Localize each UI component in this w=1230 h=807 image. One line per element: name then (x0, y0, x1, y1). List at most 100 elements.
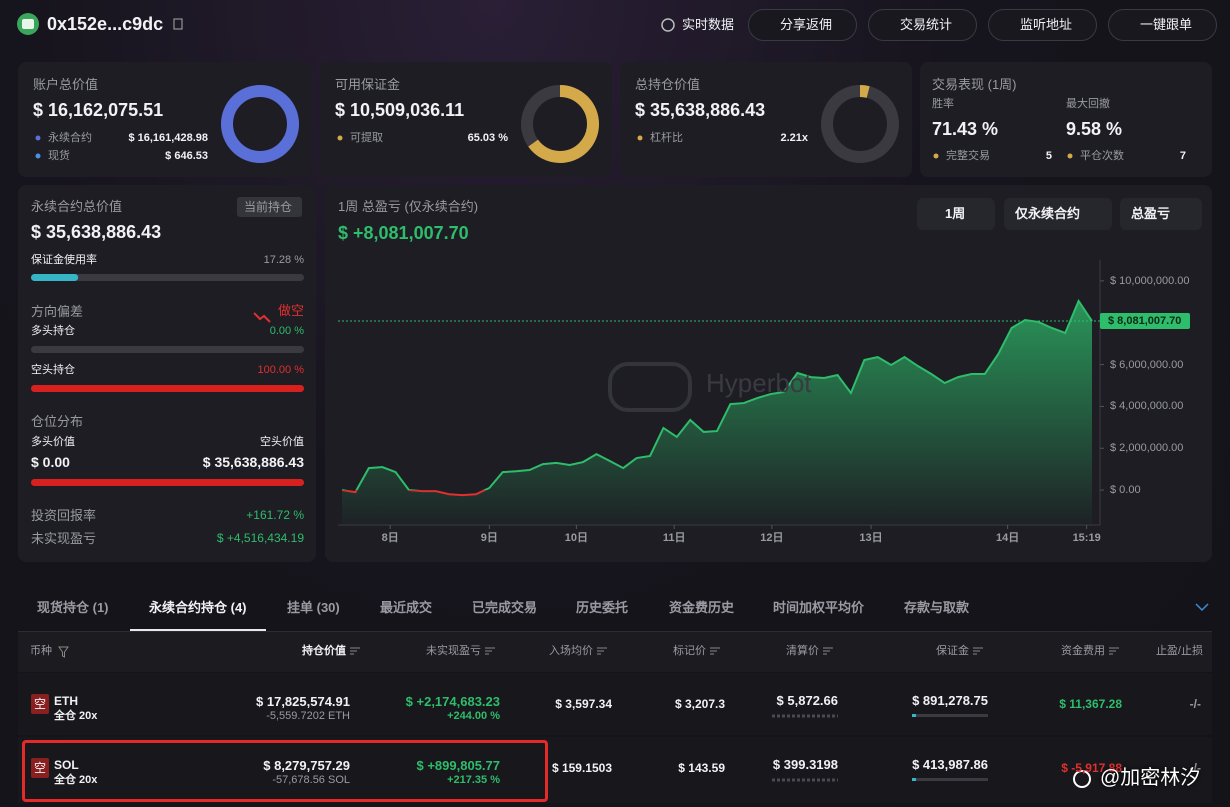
count-value: 7 (1179, 150, 1186, 162)
tab[interactable]: 最近成交 (380, 600, 433, 615)
column-header[interactable]: 入场均价 (549, 645, 593, 657)
perp-panel (18, 185, 316, 562)
column-header[interactable]: 标记价 (673, 645, 706, 657)
bar-label: 空头持仓 (31, 364, 75, 376)
dropdown-label[interactable]: 1周 (945, 206, 966, 221)
panel-value: $ 35,638,886.43 (31, 222, 162, 242)
current-label: $ 8,081,007.70 (1108, 315, 1182, 328)
watermark: Hyperbot (706, 368, 812, 398)
bar-value: 100.00 % (257, 364, 304, 376)
button-label[interactable]: 监听地址 (1020, 17, 1073, 32)
tab[interactable]: 挂单 (30) (287, 600, 340, 615)
panel-title: 永续合约总价值 (31, 199, 123, 214)
tpsl: -/- (1189, 697, 1201, 711)
expand-icon[interactable] (1195, 603, 1209, 612)
dropdown[interactable] (917, 198, 995, 230)
button-label[interactable]: 分享返佣 (780, 17, 833, 32)
button-label[interactable]: 交易统计 (900, 17, 953, 32)
stat-label: 胜率 (932, 98, 954, 110)
tab[interactable]: 资金费历史 (669, 600, 735, 615)
current-badge (1100, 313, 1190, 330)
column-header[interactable]: 未实现盈亏 (426, 645, 481, 657)
stat-value: 9.58 % (1066, 119, 1123, 139)
y-tick-label: $ 0.00 (1110, 484, 1141, 497)
side-badge (31, 758, 49, 778)
line-negative (341, 490, 488, 497)
down-icon (253, 312, 271, 323)
tab[interactable]: 历史委托 (576, 600, 629, 615)
dist-value: $ 35,638,886.43 (202, 454, 304, 470)
filter-icon (58, 646, 69, 658)
card-title: 账户总价值 (33, 77, 99, 92)
mode: 全仓 20x (54, 774, 98, 786)
count-label: 平仓次数 (1080, 150, 1124, 162)
margin-track (912, 778, 988, 781)
button[interactable] (868, 9, 977, 41)
column-header[interactable]: 保证金 (936, 645, 969, 657)
badge-label: 当前持仓 (244, 200, 293, 214)
button[interactable] (748, 9, 857, 41)
chart-value: $ +8,081,007.70 (338, 223, 469, 243)
pnl-label: 未实现盈亏 (31, 531, 97, 546)
donut-segment (821, 85, 899, 163)
column-header[interactable]: 止盈/止损 (1155, 645, 1203, 657)
margin: $ 891,278.75 (912, 693, 988, 708)
card (920, 62, 1212, 177)
unrealized-pnl: $ +899,805.77 (416, 758, 501, 773)
copy-icon[interactable] (173, 18, 183, 30)
bar-label: 多头持仓 (31, 325, 75, 337)
table-row (18, 737, 1212, 803)
tab[interactable]: 永续合约持仓 (4) (149, 600, 247, 615)
roi-value: +161.72 % (246, 508, 304, 522)
button[interactable] (988, 9, 1097, 41)
bar-value: 17.28 % (263, 254, 304, 266)
funding: $ 11,367.28 (1059, 697, 1122, 711)
legend-dot (933, 153, 939, 159)
dropdown-label[interactable]: 仅永续合约 (1015, 206, 1081, 221)
card-value: $ 35,638,886.43 (635, 100, 766, 120)
button-label[interactable]: 一键跟单 (1140, 17, 1193, 32)
x-tick-label: 11日 (662, 532, 686, 544)
tab[interactable]: 现货持仓 (1) (37, 600, 109, 615)
coin: SOL (54, 758, 79, 772)
legend-value: $ 646.53 (165, 150, 208, 162)
unrealized-pnl: $ +2,174,683.23 (405, 694, 500, 709)
column-header[interactable]: 持仓价值 (302, 645, 346, 657)
coin: ETH (54, 694, 78, 708)
column-header[interactable]: 币种 (30, 645, 52, 657)
button[interactable] (1108, 9, 1217, 41)
tab[interactable]: 已完成交易 (472, 600, 538, 615)
column-header[interactable]: 资金费用 (1061, 645, 1105, 657)
liquidation-price: $ 399.3198 (772, 757, 838, 772)
position-size: -5,559.7202 ETH (266, 710, 350, 722)
bar-value: 0.00 % (269, 325, 304, 337)
column-header[interactable]: 清算价 (786, 645, 819, 657)
table-row (18, 673, 1212, 735)
bar-fill (31, 479, 304, 486)
direction-value: 做空 (277, 303, 304, 318)
y-tick-label: $ 2,000,000.00 (1110, 442, 1184, 455)
dropdown-label[interactable]: 总盈亏 (1131, 206, 1171, 221)
pnl-percent: +217.35 % (447, 774, 500, 786)
position-value: $ 8,279,757.29 (263, 758, 350, 773)
tab[interactable]: 存款与取款 (904, 600, 970, 615)
tab[interactable]: 时间加权平均价 (773, 600, 865, 615)
section-label: 仓位分布 (31, 414, 84, 429)
y-tick-label: $ 4,000,000.00 (1110, 400, 1184, 413)
x-tick-label: 10日 (564, 532, 588, 544)
bar-fill (31, 385, 304, 392)
dropdown[interactable] (1004, 198, 1112, 230)
dist-value: $ 0.00 (31, 454, 70, 470)
dropdown[interactable] (1120, 198, 1202, 230)
legend-label: 杠杆比 (650, 132, 683, 144)
legend-label: 可提取 (350, 132, 383, 144)
button-icon (661, 18, 675, 32)
bar-track (31, 346, 304, 353)
margin-fill (912, 714, 916, 717)
button-label[interactable]: 实时数据 (682, 17, 735, 32)
count-label: 完整交易 (946, 150, 990, 162)
legend-dot (637, 135, 643, 141)
logo-inner (22, 19, 34, 29)
x-tick-label: 13日 (859, 532, 883, 544)
